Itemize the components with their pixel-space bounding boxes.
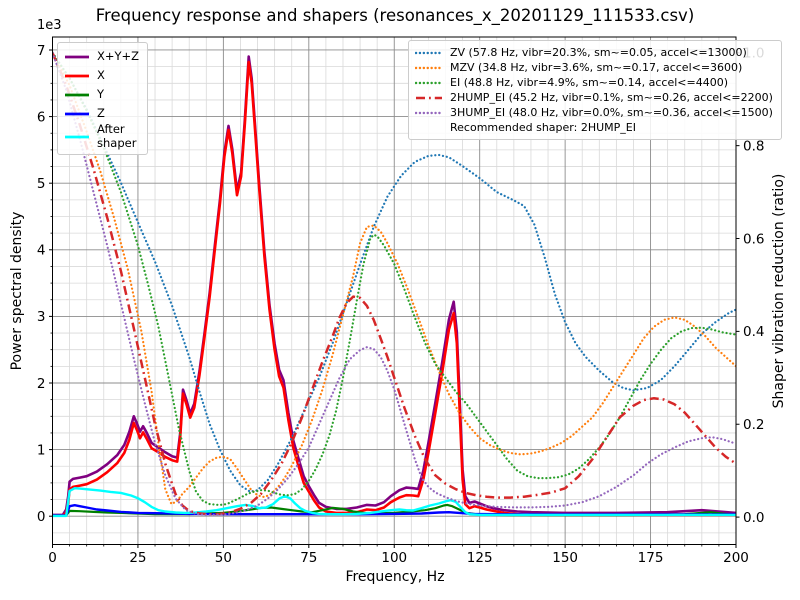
legend-item-z: Z [64, 104, 139, 123]
y-left-tick-label: 0 [37, 509, 46, 525]
y-axis-right-label: Shaper vibration reduction (ratio) [771, 173, 787, 409]
legend-item-after-shaper: After shaper [64, 122, 139, 150]
y-left-tick-label: 2 [37, 376, 46, 392]
legend-label: ZV (57.8 Hz, vibr=20.3%, sm~=0.05, accel… [450, 45, 747, 59]
curve-EI [52, 51, 736, 507]
x-tick-label: 200 [723, 550, 749, 566]
x-tick-label: 0 [48, 550, 57, 566]
curve-After shaper [52, 487, 736, 518]
legend-label: 2HUMP_EI (45.2 Hz, vibr=0.1%, sm~=0.26, … [450, 90, 773, 104]
legend-line-sample-2hump-ei [416, 96, 442, 99]
y-right-tick-label: 0.8 [743, 138, 764, 154]
legend-label: After shaper [97, 122, 137, 150]
legend-item-ei: EI (48.8 Hz, vibr=4.9%, sm~=0.14, accel<… [415, 75, 773, 90]
x-tick-label: 100 [381, 550, 407, 566]
y-left-tick-label: 7 [37, 43, 46, 59]
legend-footer-recommended-shaper: Recommended shaper: 2HUMP_EI [415, 120, 773, 135]
y-left-tick-label: 4 [37, 243, 46, 259]
x-tick-label: 25 [129, 550, 146, 566]
x-tick-label: 175 [638, 550, 664, 566]
legend-line-sample-z [65, 112, 89, 115]
legend-label: X+Y+Z [97, 48, 140, 63]
curve-3HUMP_EI [52, 51, 736, 516]
y-left-tick-label: 6 [37, 109, 46, 125]
legend-item-x-sum: X+Y+Z [64, 47, 139, 66]
legend-line-sample-ei [415, 81, 443, 84]
legend-line-sample-3hump-ei [415, 111, 443, 114]
x-axis-label: Frequency, Hz [345, 569, 445, 585]
legend-measured-series: X+Y+Z X Y Z After shaper [57, 42, 149, 155]
legend-item-x: X [64, 66, 139, 85]
legend-label: Z [97, 105, 105, 120]
legend-label: Y [97, 86, 105, 101]
legend-item-zv: ZV (57.8 Hz, vibr=20.3%, sm~=0.05, accel… [415, 45, 773, 60]
legend-shapers: ZV (57.8 Hz, vibr=20.3%, sm~=0.05, accel… [408, 40, 782, 140]
x-tick-label: 150 [552, 550, 578, 566]
y-left-tick-label: 3 [37, 309, 46, 325]
curve-ZV [52, 51, 736, 493]
curve-X [52, 60, 736, 517]
legend-line-sample-x [65, 74, 89, 77]
y-left-tick-label: 5 [37, 176, 46, 192]
x-tick-label: 75 [300, 550, 317, 566]
legend-item-2hump-ei: 2HUMP_EI (45.2 Hz, vibr=0.1%, sm~=0.26, … [415, 90, 773, 105]
legend-line-sample-zv [415, 51, 443, 54]
legend-item-y: Y [64, 85, 139, 104]
legend-line-sample-y [65, 93, 89, 96]
legend-item-mzv: MZV (34.8 Hz, vibr=3.6%, sm~=0.17, accel… [415, 60, 773, 75]
legend-footer-label: Recommended shaper: 2HUMP_EI [450, 120, 636, 134]
y-right-tick-label: 0.0 [743, 510, 764, 526]
y-axis-offset-label: 1e3 [37, 18, 62, 33]
legend-label: EI (48.8 Hz, vibr=4.9%, sm~=0.14, accel<… [450, 75, 728, 89]
y-left-tick-label: 1 [37, 442, 46, 458]
x-tick-label: 50 [215, 550, 232, 566]
legend-label: 3HUMP_EI (48.0 Hz, vibr=0.0%, sm~=0.36, … [450, 105, 773, 119]
legend-line-sample-none [415, 123, 443, 133]
legend-line-sample-after-shaper [65, 135, 89, 138]
y-right-tick-label: 0.6 [743, 231, 764, 247]
x-tick-label: 125 [467, 550, 493, 566]
chart-title: Frequency response and shapers (resonanc… [95, 6, 695, 25]
legend-line-sample-mzv [415, 66, 443, 69]
legend-item-3hump-ei: 3HUMP_EI (48.0 Hz, vibr=0.0%, sm~=0.36, … [415, 105, 773, 120]
curve-2HUMP_EI [52, 52, 736, 516]
legend-label: X [97, 67, 105, 82]
legend-label: MZV (34.8 Hz, vibr=3.6%, sm~=0.17, accel… [450, 60, 743, 74]
y-axis-left-label: Power spectral density [9, 211, 25, 371]
curves [52, 51, 736, 518]
y-right-tick-label: 0.4 [743, 324, 764, 340]
curve-MZV [52, 51, 736, 506]
legend-line-sample-x-sum [65, 55, 89, 58]
y-right-tick-label: 0.2 [743, 417, 764, 433]
